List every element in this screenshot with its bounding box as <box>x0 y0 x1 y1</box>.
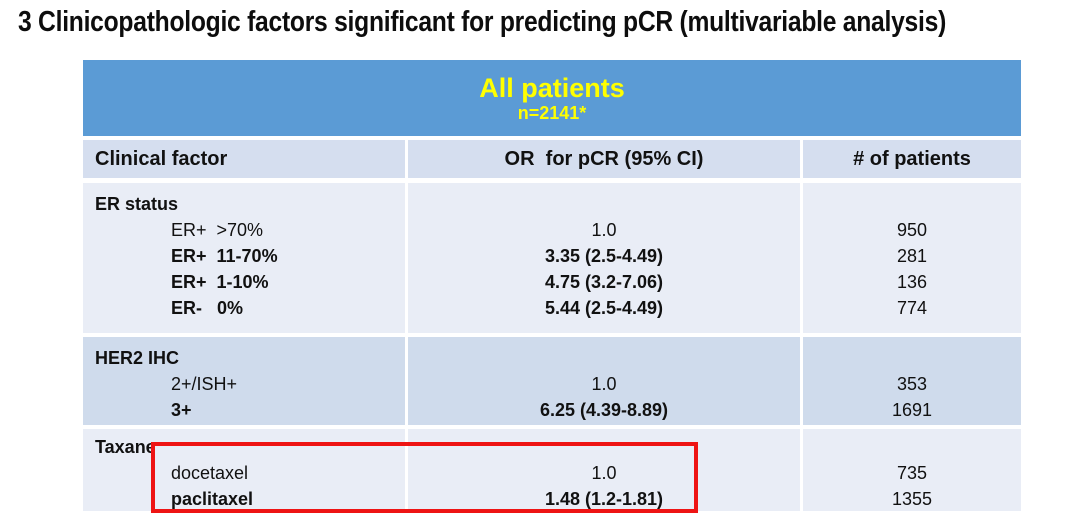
table-banner: All patients n=2141* <box>83 60 1021 136</box>
section-name: ER status <box>95 194 179 214</box>
or-value: 1.48 (1.2-1.81) <box>544 489 664 509</box>
row-label: ER+ >70% <box>171 220 264 240</box>
or-value: 4.75 (3.2-7.06) <box>544 272 664 292</box>
row-label: 2+/ISH+ <box>171 374 238 394</box>
section-name: HER2 IHC <box>95 348 180 368</box>
patient-count: 1691 <box>891 400 933 420</box>
or-value: 1.0 <box>591 374 617 394</box>
section-taxane-or-values: 1.0 1.48 (1.2-1.81) <box>408 429 800 511</box>
or-value: 5.44 (2.5-4.49) <box>544 298 664 318</box>
or-value: 1.0 <box>591 220 617 240</box>
section-er-labels: ER status ER+ >70% ER+ 11-70% ER+ 1-10% … <box>83 183 405 333</box>
row-label: docetaxel <box>171 463 249 483</box>
section-taxane-labels: Taxane docetaxel paclitaxel <box>83 429 405 511</box>
section-taxane: Taxane docetaxel paclitaxel 1.0 1.48 (1.… <box>83 429 1021 511</box>
row-label: 3+ <box>171 400 192 420</box>
patient-count: 353 <box>896 374 928 394</box>
section-her2-or-values: 1.0 6.25 (4.39-8.89) <box>408 337 800 425</box>
or-value: 6.25 (4.39-8.89) <box>539 400 669 420</box>
spacer <box>408 191 800 217</box>
spacer <box>803 191 1021 217</box>
spacer <box>408 345 800 371</box>
section-her2-ihc: HER2 IHC 2+/ISH+ 3+ 1.0 6.25 (4.39-8.89)… <box>83 337 1021 425</box>
section-er-or-values: 1.0 3.35 (2.5-4.49) 4.75 (3.2-7.06) 5.44… <box>408 183 800 333</box>
patient-count: 735 <box>896 463 928 483</box>
section-er-status: ER status ER+ >70% ER+ 11-70% ER+ 1-10% … <box>83 183 1021 333</box>
section-er-patient-counts: 950 281 136 774 <box>803 183 1021 333</box>
spacer <box>803 345 1021 371</box>
row-label: ER+ 1-10% <box>171 272 269 292</box>
section-her2-patient-counts: 353 1691 <box>803 337 1021 425</box>
spacer <box>408 434 800 460</box>
column-header-num-patients: # of patients <box>803 140 1021 178</box>
row-label: paclitaxel <box>171 489 254 509</box>
column-header-clinical-factor: Clinical factor <box>83 140 405 178</box>
patient-count: 1355 <box>891 489 933 509</box>
section-taxane-patient-counts: 735 1355 <box>803 429 1021 511</box>
row-label: ER- 0% <box>171 298 244 318</box>
or-value: 3.35 (2.5-4.49) <box>544 246 664 266</box>
patient-count: 950 <box>896 220 928 240</box>
patient-count: 281 <box>896 246 928 266</box>
slide-title: 3 Clinicopathologic factors significant … <box>18 6 947 38</box>
results-table: All patients n=2141* Clinical factor OR … <box>83 60 1021 515</box>
column-header-row: Clinical factor OR for pCR (95% CI) # of… <box>83 140 1021 178</box>
section-name: Taxane <box>95 437 156 457</box>
banner-subtitle: n=2141* <box>517 102 587 123</box>
column-header-or-pcr: OR for pCR (95% CI) <box>408 140 800 178</box>
row-label: ER+ 11-70% <box>171 246 278 266</box>
banner-title: All patients <box>479 72 625 103</box>
patient-count: 136 <box>896 272 928 292</box>
section-her2-labels: HER2 IHC 2+/ISH+ 3+ <box>83 337 405 425</box>
spacer <box>803 434 1021 460</box>
or-value: 1.0 <box>591 463 617 483</box>
patient-count: 774 <box>896 298 928 318</box>
